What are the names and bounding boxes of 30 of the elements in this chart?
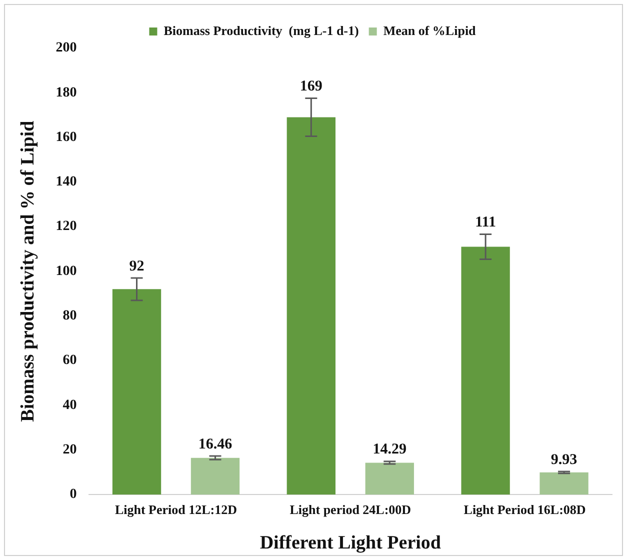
legend-label: Biomass Productivity (mg L-1 d-1) — [164, 22, 359, 38]
data-label: 9.93 — [550, 452, 578, 468]
x-axis-title: Different Light Period — [260, 532, 442, 554]
x-tick-label: Light period 24L:00D — [290, 502, 412, 517]
bar — [540, 472, 588, 495]
bar — [112, 289, 162, 495]
y-tick-label: 40 — [62, 398, 77, 413]
y-tick-label: 200 — [56, 40, 77, 56]
bar — [365, 462, 414, 495]
y-tick-label: 160 — [56, 130, 77, 145]
data-label: 14.29 — [372, 442, 407, 458]
x-tick-label: Light Period 12L:12D — [114, 502, 238, 517]
y-axis-title: Biomass productivity and % of Lipid — [17, 120, 38, 422]
y-tick-label: 120 — [56, 219, 77, 234]
data-label: 16.46 — [198, 436, 233, 452]
data-label: 169 — [300, 78, 322, 95]
data-label: 111 — [475, 214, 496, 231]
bar — [461, 246, 510, 495]
y-tick-label: 140 — [56, 174, 77, 190]
x-tick-label: Light Period 16L:08D — [464, 502, 586, 517]
legend-label: Mean of %Lipid — [383, 22, 477, 38]
y-tick-label: 80 — [62, 308, 77, 324]
y-tick-label: 20 — [62, 442, 77, 458]
y-tick-label: 0 — [70, 487, 77, 502]
y-tick-label: 60 — [62, 353, 77, 368]
y-tick-label: 180 — [56, 85, 77, 100]
bar — [286, 117, 336, 495]
bar — [190, 458, 240, 495]
y-tick-label: 100 — [56, 264, 77, 279]
data-label: 92 — [129, 258, 144, 274]
